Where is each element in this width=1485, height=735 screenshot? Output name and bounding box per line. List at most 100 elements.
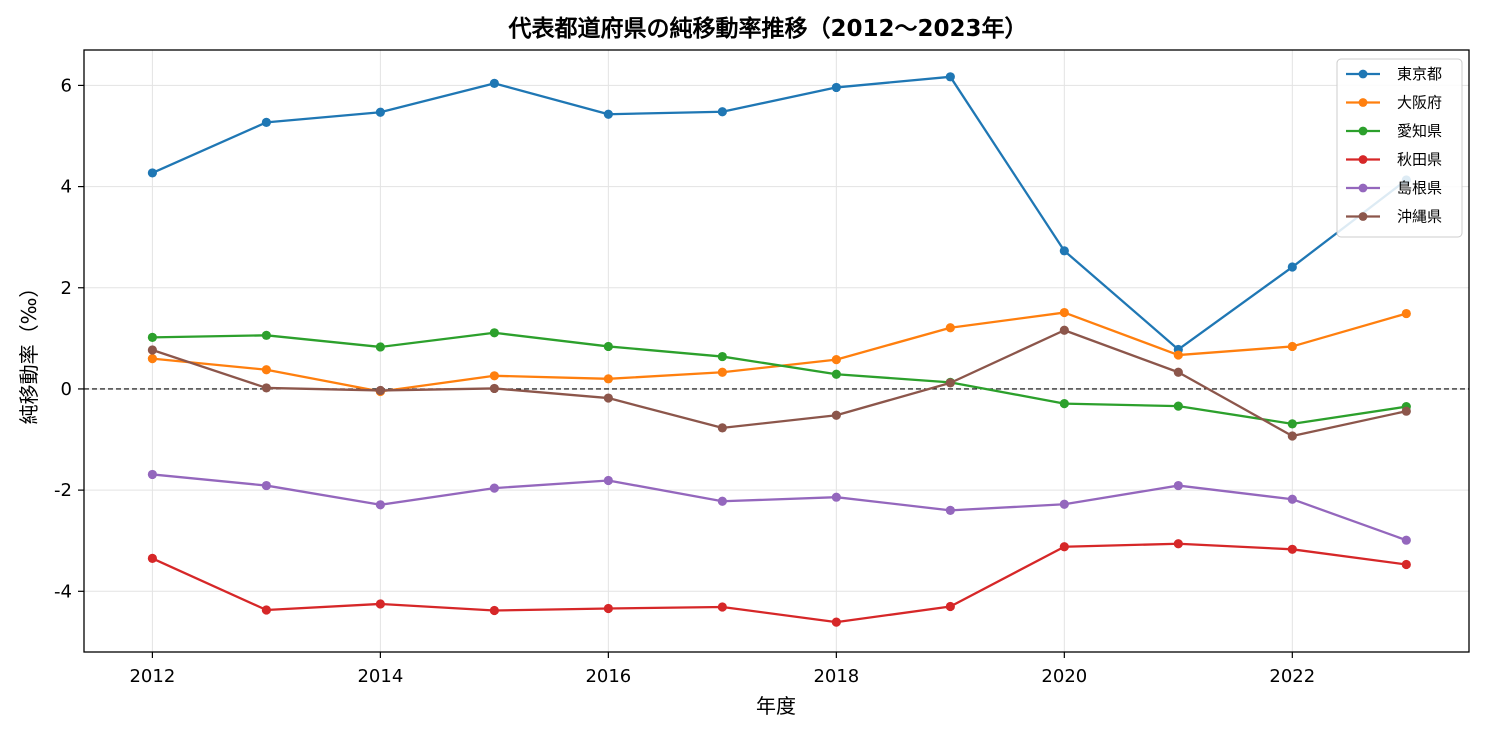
data-point — [1059, 246, 1069, 256]
data-point — [831, 355, 841, 365]
data-point — [1059, 399, 1069, 409]
data-point — [1059, 325, 1069, 335]
data-point — [375, 599, 385, 609]
data-point — [1287, 431, 1297, 441]
data-point — [261, 330, 271, 340]
data-point — [147, 332, 157, 342]
data-point — [261, 383, 271, 393]
data-point — [1173, 401, 1183, 411]
legend-swatch-marker — [1358, 212, 1368, 221]
y-tick-label: 0 — [61, 379, 72, 400]
data-point — [1173, 539, 1183, 549]
data-point — [831, 617, 841, 627]
data-point — [831, 410, 841, 420]
data-point — [1401, 559, 1411, 570]
y-axis-label: 純移動率（‰） — [17, 278, 41, 425]
legend-label: 島根県 — [1397, 179, 1442, 197]
data-point — [375, 385, 385, 396]
x-axis-ticks: 2012 2014 2016 2018 2020 2022 — [129, 652, 1315, 687]
data-point — [717, 367, 727, 377]
data-point — [603, 393, 613, 403]
x-tick-label: 2018 — [813, 666, 859, 687]
chart-title: 代表都道府県の純移動率推移（2012〜2023年） — [507, 15, 1027, 42]
data-point — [717, 423, 727, 433]
x-tick-label: 2020 — [1041, 666, 1087, 687]
data-point — [603, 374, 613, 384]
series-5 — [147, 469, 1411, 545]
series-line — [152, 473, 1407, 542]
data-point — [945, 72, 955, 82]
legend-label: 愛知県 — [1397, 122, 1442, 140]
series-line — [152, 331, 1407, 425]
data-point — [945, 601, 955, 612]
series-3 — [147, 328, 1411, 429]
data-point — [1173, 480, 1183, 491]
data-point — [147, 469, 157, 480]
data-point — [489, 383, 499, 394]
data-point — [489, 605, 499, 616]
legend-swatch-marker — [1358, 155, 1368, 164]
legend-label: 沖縄県 — [1397, 208, 1442, 226]
series-line — [152, 329, 1407, 438]
y-tick-label: 4 — [61, 177, 72, 198]
data-point — [489, 483, 499, 493]
data-point — [831, 492, 841, 502]
data-point — [603, 475, 613, 486]
data-point — [717, 107, 727, 117]
data-point — [1059, 542, 1069, 552]
data-point — [489, 78, 499, 88]
data-point — [261, 117, 271, 127]
data-point — [945, 505, 955, 515]
data-point — [1059, 499, 1069, 509]
data-point — [717, 496, 727, 506]
legend-swatch-marker — [1358, 126, 1368, 136]
series-4 — [147, 539, 1411, 627]
y-tick-label: -2 — [54, 480, 72, 501]
legend-label: 秋田県 — [1397, 151, 1442, 169]
data-point — [489, 371, 499, 381]
y-tick-label: 6 — [61, 75, 72, 96]
series-1 — [147, 72, 1411, 355]
legend-swatch-marker — [1358, 98, 1368, 107]
grid — [84, 50, 1469, 652]
y-tick-label: -4 — [54, 581, 72, 602]
data-point — [375, 342, 385, 352]
series-6 — [147, 325, 1411, 441]
data-point — [831, 82, 841, 93]
data-point — [147, 553, 157, 564]
x-tick-label: 2012 — [129, 666, 175, 687]
series-line — [152, 311, 1407, 393]
legend-swatch-marker — [1358, 183, 1368, 193]
data-point — [1401, 406, 1411, 416]
data-point — [603, 603, 613, 614]
series-lines — [147, 72, 1411, 627]
data-point — [147, 168, 157, 178]
data-point — [831, 369, 841, 379]
x-axis-label: 年度 — [756, 694, 796, 718]
data-point — [147, 345, 157, 355]
data-point — [261, 605, 271, 615]
data-point — [717, 351, 727, 362]
data-point — [1287, 544, 1297, 554]
data-point — [1401, 308, 1411, 319]
data-point — [945, 323, 955, 333]
data-point — [1401, 535, 1411, 545]
legend-swatch-marker — [1358, 69, 1368, 79]
data-point — [603, 109, 613, 119]
data-point — [489, 328, 499, 338]
legend-label: 大阪府 — [1397, 94, 1442, 112]
data-point — [1173, 367, 1183, 377]
data-point — [1287, 341, 1297, 352]
legend-label: 東京都 — [1397, 65, 1442, 83]
data-point — [603, 341, 613, 352]
y-tick-label: 2 — [61, 278, 72, 299]
data-point — [1287, 419, 1297, 429]
data-point — [147, 353, 157, 364]
data-point — [1059, 307, 1069, 318]
data-point — [945, 378, 955, 388]
data-point — [261, 480, 271, 491]
data-point — [375, 107, 385, 117]
data-point — [261, 365, 271, 375]
